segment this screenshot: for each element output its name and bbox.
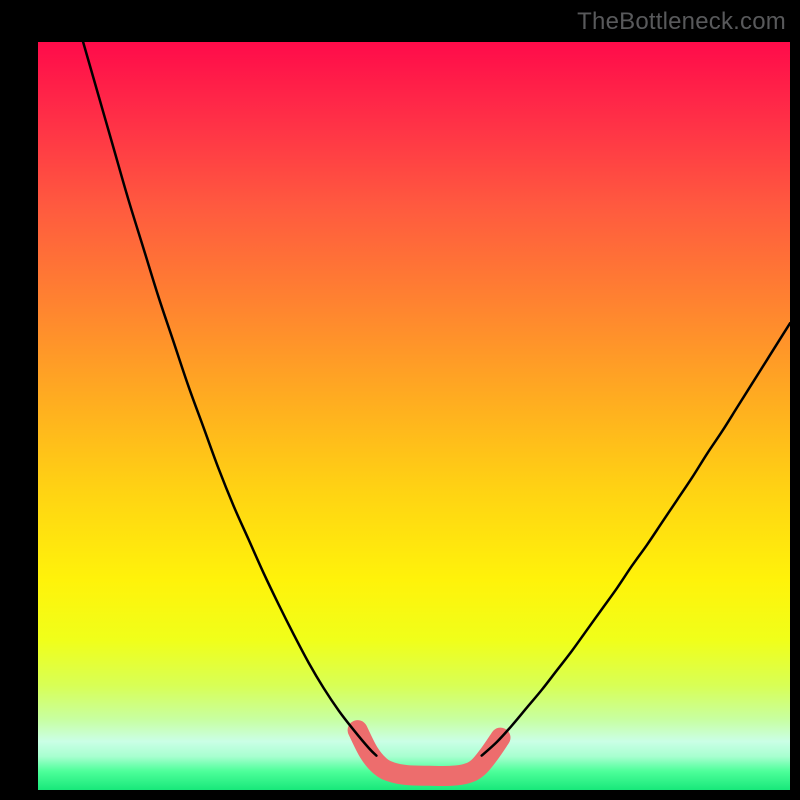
- chart-svg: [38, 42, 790, 790]
- watermark-text: TheBottleneck.com: [577, 8, 786, 36]
- chart-frame: TheBottleneck.com: [0, 0, 800, 800]
- gradient-background: [38, 42, 790, 790]
- plot-area: [38, 42, 790, 790]
